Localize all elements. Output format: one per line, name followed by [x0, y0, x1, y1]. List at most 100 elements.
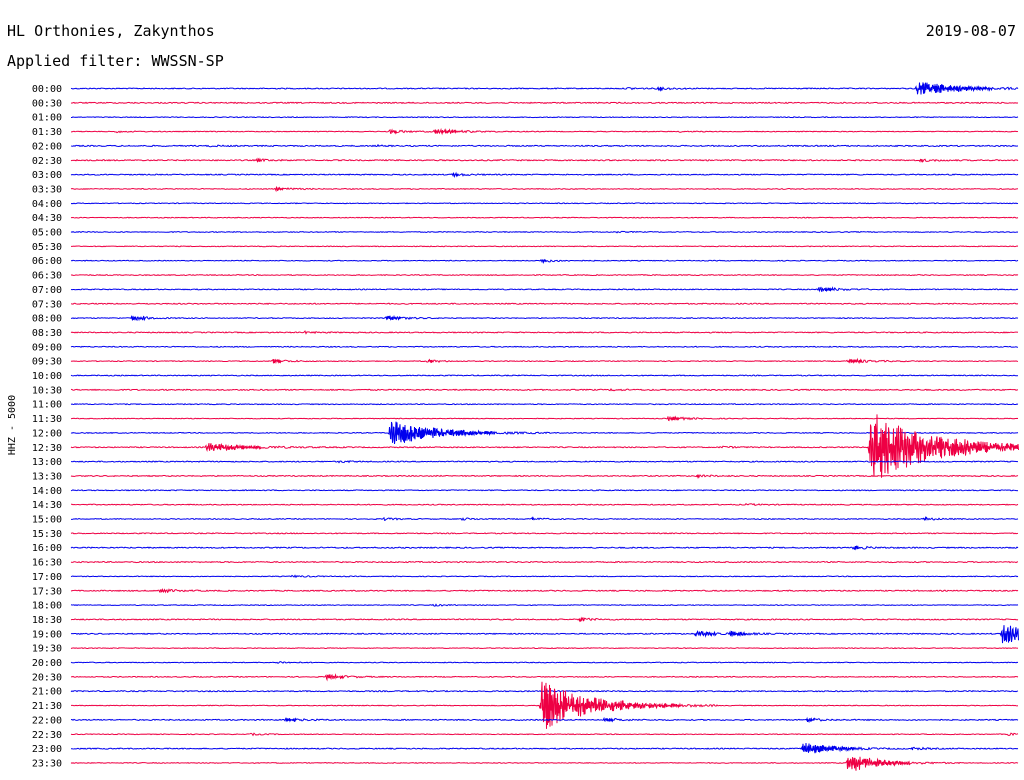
trace-2230 [70, 732, 1019, 737]
time-tick-label: 13:30 [32, 471, 62, 482]
trace-1300 [70, 460, 1018, 464]
time-tick-label: 02:00 [32, 141, 62, 152]
trace-1430 [70, 503, 1019, 507]
trace-1200 [70, 421, 1019, 445]
station-title: HL Orthonies, Zakynthos [7, 22, 215, 40]
trace-1730 [70, 587, 1019, 594]
time-tick-label: 10:00 [32, 371, 62, 382]
trace-0400 [70, 202, 1019, 205]
time-tick-label: 16:30 [32, 558, 62, 569]
time-tick-label: 15:30 [32, 529, 62, 540]
trace-2130 [70, 681, 1019, 729]
time-tick-label: 19:30 [32, 644, 62, 655]
trace-1230 [70, 414, 1019, 478]
time-tick-label: 03:00 [32, 170, 62, 181]
trace-0600 [70, 258, 1019, 265]
trace-0830 [70, 330, 1019, 335]
time-tick-label: 04:00 [32, 199, 62, 210]
trace-0500 [70, 230, 1019, 234]
trace-1700 [70, 574, 1019, 579]
time-tick-label: 15:00 [32, 515, 62, 526]
trace-1030 [70, 387, 1019, 392]
trace-2030 [70, 673, 1019, 682]
date-label: 2019-08-07 [926, 22, 1016, 40]
trace-0000 [70, 82, 1019, 95]
trace-0930 [70, 357, 1019, 365]
trace-1800 [70, 603, 1019, 607]
time-tick-label: 19:00 [32, 629, 62, 640]
trace-0300 [70, 171, 1019, 179]
trace-1500 [70, 515, 1019, 522]
trace-2200 [70, 716, 1019, 724]
trace-0530 [70, 245, 1019, 248]
time-tick-label: 08:30 [32, 328, 62, 339]
trace-1830 [70, 616, 1019, 623]
trace-1000 [70, 374, 1019, 377]
time-tick-label: 04:30 [32, 213, 62, 224]
trace-0030 [70, 101, 1019, 105]
time-tick-label: 11:00 [32, 400, 62, 411]
time-tick-label: 23:30 [32, 758, 62, 769]
time-tick-label: 12:00 [32, 428, 62, 439]
trace-2000 [70, 661, 1019, 664]
trace-0630 [70, 273, 1019, 277]
trace-1600 [70, 545, 1019, 551]
trace-1400 [70, 489, 1019, 492]
trace-0130 [70, 127, 1019, 136]
trace-2330 [70, 756, 1019, 771]
time-tick-label: 06:30 [32, 271, 62, 282]
time-tick-label: 10:30 [32, 385, 62, 396]
time-tick-label: 22:30 [32, 730, 62, 741]
time-tick-label: 08:00 [32, 314, 62, 325]
trace-0330 [70, 185, 1019, 193]
time-tick-label: 02:30 [32, 156, 62, 167]
time-tick-label: 11:30 [32, 414, 62, 425]
time-tick-label: 18:30 [32, 615, 62, 626]
trace-1330 [70, 473, 1019, 480]
time-tick-label: 06:00 [32, 256, 62, 267]
time-tick-label: 09:30 [32, 357, 62, 368]
time-tick-label: 09:00 [32, 342, 62, 353]
trace-1130 [70, 415, 1019, 422]
trace-1630 [70, 560, 1019, 564]
time-tick-label: 01:30 [32, 127, 62, 138]
trace-1100 [70, 403, 1019, 406]
y-axis-label: HHZ - 5000 [7, 395, 18, 455]
time-tick-label: 14:30 [32, 500, 62, 511]
trace-0200 [70, 143, 1019, 148]
trace-0430 [70, 216, 1019, 219]
time-tick-label: 01:00 [32, 113, 62, 124]
trace-0230 [70, 157, 1019, 163]
time-tick-label: 07:00 [32, 285, 62, 296]
trace-0700 [70, 286, 1019, 293]
time-tick-label: 16:00 [32, 543, 62, 554]
time-tick-label: 14:00 [32, 486, 62, 497]
trace-1530 [70, 532, 1019, 535]
seismogram-traces [70, 82, 1019, 771]
time-tick-label: 21:00 [32, 687, 62, 698]
time-tick-label: 00:30 [32, 98, 62, 109]
time-tick-label: 05:00 [32, 228, 62, 239]
filter-label: Applied filter: WWSSN-SP [7, 52, 224, 70]
trace-0100 [70, 116, 1019, 119]
time-tick-label: 05:30 [32, 242, 62, 253]
time-tick-label: 07:30 [32, 299, 62, 310]
time-tick-label: 18:00 [32, 601, 62, 612]
time-tick-label: 20:30 [32, 672, 62, 683]
trace-0900 [70, 345, 1019, 348]
time-tick-label: 20:00 [32, 658, 62, 669]
time-tick-label: 23:00 [32, 744, 62, 755]
time-tick-label: 22:00 [32, 715, 62, 726]
time-tick-labels: 00:00 00:30 01:00 01:30 02:00 02:30 03:00 03:30… [32, 84, 62, 769]
trace-1930 [70, 647, 1019, 650]
time-tick-label: 03:30 [32, 184, 62, 195]
trace-0800 [70, 314, 1019, 322]
time-tick-label: 21:30 [32, 701, 62, 712]
time-tick-label: 17:00 [32, 572, 62, 583]
time-tick-label: 17:30 [32, 586, 62, 597]
trace-2300 [70, 742, 1019, 754]
time-tick-label: 12:30 [32, 443, 62, 454]
time-tick-label: 00:00 [32, 84, 62, 95]
trace-1900 [70, 625, 1019, 644]
